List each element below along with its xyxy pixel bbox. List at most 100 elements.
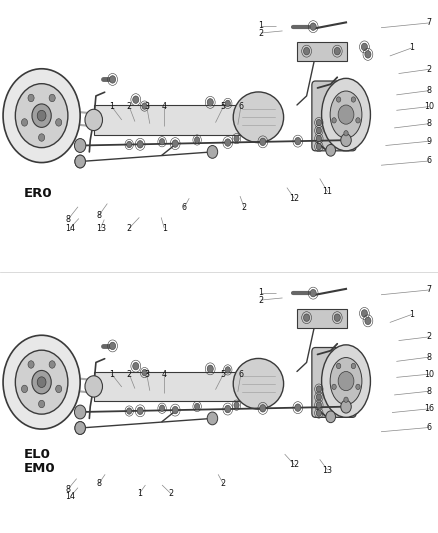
Circle shape (316, 402, 321, 408)
Circle shape (75, 139, 85, 152)
Text: 1: 1 (137, 489, 142, 498)
Circle shape (316, 127, 321, 134)
FancyBboxPatch shape (312, 81, 356, 151)
Circle shape (336, 97, 341, 102)
Text: 8: 8 (65, 485, 71, 494)
Circle shape (234, 135, 239, 142)
Circle shape (21, 385, 28, 393)
Circle shape (75, 155, 85, 168)
Text: 8: 8 (427, 119, 432, 128)
Text: EM0: EM0 (24, 462, 56, 475)
Circle shape (338, 105, 354, 124)
Circle shape (351, 364, 356, 369)
Circle shape (133, 362, 139, 370)
Circle shape (344, 397, 348, 402)
Text: 16: 16 (424, 405, 434, 413)
Circle shape (207, 146, 218, 158)
Circle shape (295, 138, 301, 145)
Circle shape (127, 408, 132, 414)
Text: ER0: ER0 (24, 187, 53, 200)
Text: 1: 1 (409, 310, 414, 319)
Text: 8: 8 (65, 215, 71, 224)
Circle shape (225, 405, 231, 413)
Text: 2: 2 (168, 489, 173, 498)
Text: 2: 2 (427, 333, 432, 341)
Circle shape (356, 384, 360, 390)
FancyBboxPatch shape (94, 105, 261, 135)
Circle shape (326, 144, 336, 156)
Text: EL0: EL0 (24, 448, 51, 462)
Circle shape (316, 119, 321, 126)
Circle shape (207, 99, 213, 106)
Circle shape (356, 118, 360, 123)
Circle shape (344, 131, 348, 136)
Circle shape (172, 406, 178, 414)
Circle shape (137, 141, 143, 148)
Circle shape (39, 134, 45, 141)
Circle shape (3, 69, 80, 163)
Circle shape (49, 94, 55, 102)
Circle shape (75, 155, 85, 168)
Circle shape (341, 134, 351, 147)
Text: 8: 8 (96, 212, 101, 220)
Circle shape (304, 314, 310, 321)
Circle shape (334, 47, 340, 55)
Circle shape (3, 335, 80, 429)
Circle shape (260, 138, 266, 146)
Circle shape (316, 135, 321, 142)
Circle shape (85, 109, 102, 131)
Text: 2: 2 (258, 296, 263, 304)
Circle shape (316, 410, 321, 416)
Circle shape (341, 400, 351, 413)
Text: 12: 12 (289, 194, 300, 203)
Circle shape (74, 139, 86, 152)
Text: 7: 7 (427, 286, 432, 294)
Circle shape (194, 403, 200, 410)
Circle shape (207, 365, 213, 373)
Text: 13: 13 (323, 466, 332, 474)
Ellipse shape (330, 358, 362, 405)
Text: 12: 12 (289, 461, 300, 469)
Text: 1: 1 (258, 21, 263, 30)
Circle shape (15, 84, 68, 148)
Text: 2: 2 (258, 29, 263, 37)
Text: 6: 6 (238, 102, 244, 111)
Text: 1: 1 (258, 288, 263, 297)
Circle shape (137, 407, 143, 415)
Circle shape (365, 317, 371, 325)
Circle shape (332, 118, 336, 123)
Circle shape (361, 43, 367, 51)
Circle shape (75, 422, 85, 434)
Circle shape (37, 110, 46, 121)
Circle shape (39, 400, 45, 408)
Circle shape (336, 364, 341, 369)
Circle shape (172, 140, 178, 147)
Circle shape (110, 76, 116, 83)
Circle shape (334, 314, 340, 321)
Circle shape (310, 289, 316, 297)
Text: 13: 13 (96, 224, 106, 232)
Circle shape (304, 47, 310, 55)
Text: 8: 8 (427, 86, 432, 95)
Circle shape (28, 94, 34, 102)
Text: 2: 2 (242, 204, 247, 212)
Ellipse shape (233, 92, 283, 142)
Text: 6: 6 (427, 157, 432, 165)
Text: 2: 2 (127, 370, 132, 378)
Text: 2: 2 (427, 65, 432, 74)
Text: 14: 14 (65, 224, 75, 232)
Circle shape (326, 411, 336, 423)
Text: 2: 2 (127, 224, 132, 232)
Circle shape (225, 100, 230, 107)
Text: 10: 10 (424, 370, 434, 378)
Text: 5: 5 (221, 102, 226, 111)
FancyBboxPatch shape (312, 348, 356, 417)
Circle shape (32, 104, 51, 127)
Text: 4: 4 (162, 102, 167, 111)
Text: 9: 9 (427, 137, 432, 146)
Circle shape (127, 141, 132, 148)
Circle shape (338, 372, 354, 391)
Text: 11: 11 (323, 188, 332, 196)
Circle shape (85, 376, 102, 397)
Circle shape (75, 422, 85, 434)
